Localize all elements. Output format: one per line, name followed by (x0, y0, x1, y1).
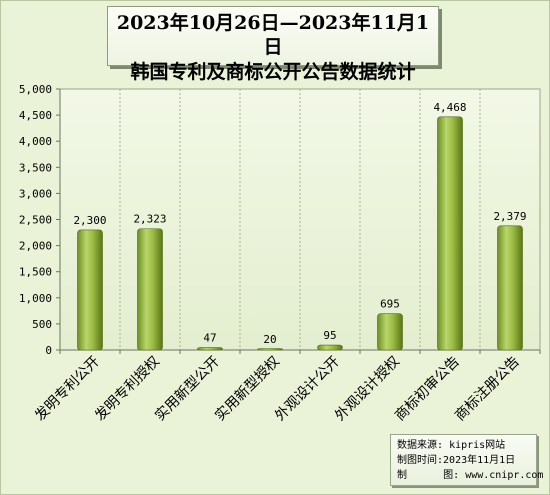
bar (377, 313, 403, 351)
bar (317, 344, 343, 351)
maker-label: 制 图: (397, 470, 460, 481)
chart-title-box: 2023年10月26日—2023年11月1日 韩国专利及商标公开公告数据统计 (107, 6, 439, 83)
y-tick-label: 1,500 (19, 266, 52, 279)
data-label: 2,323 (133, 213, 166, 226)
bar (497, 225, 523, 351)
source-note: 数据来源: kipris网站 制图时间:2023年11月1日 制 图: www.… (390, 434, 543, 486)
data-label: 95 (323, 329, 336, 342)
y-tick-label: 3,000 (19, 187, 52, 200)
bar (197, 347, 223, 351)
y-tick-label: 5,000 (19, 83, 52, 96)
category-label: 商标注册公告 (452, 354, 523, 425)
data-label: 47 (203, 332, 216, 345)
y-tick-label: 1,000 (19, 292, 52, 305)
time-value: 2023年11月1日 (443, 455, 516, 466)
y-tick-label: 4,000 (19, 135, 52, 148)
y-tick-label: 500 (32, 318, 52, 331)
y-tick-label: 4,500 (19, 109, 52, 122)
y-tick-label: 3,500 (19, 161, 52, 174)
data-label: 20 (263, 333, 276, 346)
time-label: 制图时间: (397, 455, 444, 466)
bar (257, 348, 283, 351)
data-label: 695 (380, 298, 400, 311)
y-tick-label: 2,000 (19, 240, 52, 253)
y-tick-label: 2,500 (19, 214, 52, 227)
data-label: 2,379 (493, 210, 526, 223)
maker-value: www.cnipr.com (465, 470, 544, 481)
data-label: 2,300 (73, 214, 106, 227)
data-label: 4,468 (433, 101, 466, 114)
source-value: kipris网站 (449, 440, 506, 451)
bar (137, 228, 163, 351)
chart-title-line2: 韩国专利及商标公开公告数据统计 (130, 61, 416, 83)
bar (437, 116, 463, 351)
source-label: 数据来源: (397, 440, 444, 451)
y-tick-label: 0 (45, 344, 52, 357)
chart-title-line1: 2023年10月26日—2023年11月1日 (116, 12, 430, 58)
bar (77, 229, 103, 351)
